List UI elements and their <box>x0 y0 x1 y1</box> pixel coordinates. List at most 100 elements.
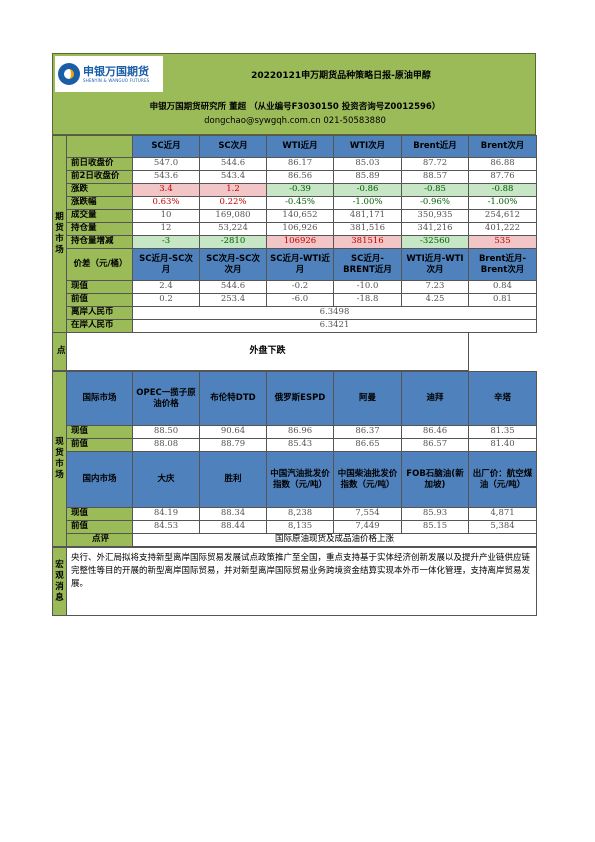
cell: 85.43 <box>266 438 334 452</box>
row-label: 涨跌 <box>66 183 133 197</box>
table-row: 在岸人民币 6.3421 <box>53 319 537 333</box>
cell: -1.00% <box>333 196 402 210</box>
col-header: OPEC一揽子原油价格 <box>132 371 200 426</box>
cell: 254,612 <box>468 209 537 223</box>
cell: 12 <box>132 222 200 236</box>
row-label: 前值 <box>66 438 133 452</box>
cell: 0.81 <box>468 293 537 307</box>
cell: -0.88 <box>468 183 537 197</box>
cell: -0.39 <box>266 183 334 197</box>
table-row: 涨跌 3.4 1.2 -0.39 -0.86 -0.85 -0.88 <box>53 183 537 197</box>
cell: 88.79 <box>199 438 267 452</box>
cell: -0.85 <box>401 183 469 197</box>
cell: 3.4 <box>132 183 200 197</box>
cell: 81.40 <box>468 438 537 452</box>
spot-comment: 国际原油现货及成品油价格上涨 <box>132 533 537 547</box>
cell: 543.4 <box>199 170 267 184</box>
cell: -1.00% <box>468 196 537 210</box>
cell: -0.45% <box>266 196 334 210</box>
table-row: 涨跌幅 0.63% 0.22% -0.45% -1.00% -0.96% -1.… <box>53 196 537 210</box>
cell: 481,171 <box>333 209 402 223</box>
row-label: 现值 <box>66 425 133 439</box>
cell: 169,080 <box>199 209 267 223</box>
spread-header-row: 价差（元/桶） SC近月-SC次月 SC次月-SC次次月 SC近月-WTI近月 … <box>53 248 537 281</box>
cell: 10 <box>132 209 200 223</box>
cell: -6.0 <box>266 293 334 307</box>
cell: 86.46 <box>401 425 469 439</box>
cell: 88.34 <box>199 507 267 521</box>
fx-value: 6.3498 <box>132 306 537 320</box>
cell: 350,935 <box>401 209 469 223</box>
macro-table: 宏观消息 央行、外汇局拟将支持新型离岸国际贸易发展试点政策推广至全国，重点支持基… <box>52 547 537 616</box>
logo-cn-text: 申银万国期货 <box>83 64 149 78</box>
spread-label: 价差（元/桶） <box>66 248 133 281</box>
intl-header-row: 现货市场 国际市场 OPEC一揽子原油价格 布伦特DTD 俄罗斯ESPD 阿曼 … <box>52 371 537 547</box>
futures-table: 期货市场 SC近月 SC次月 WTI近月 WTI次月 Brent近月 Brent… <box>52 135 537 371</box>
cell: 140,652 <box>266 209 334 223</box>
table-row: 持仓量增减 -3 -2810 106926 381516 -32560 535 <box>53 235 537 249</box>
col-header: 布伦特DTD <box>199 371 267 426</box>
table-row: 前日收盘价 547.0 544.6 86.17 85.03 87.72 86.8… <box>53 157 537 171</box>
col-header: 胜利 <box>199 451 267 508</box>
cell: 253.4 <box>199 293 267 307</box>
row-label: 前值 <box>66 520 133 534</box>
col-header: WTI近月-WTI次月 <box>401 248 469 281</box>
cell: 535 <box>468 235 537 249</box>
cell: 381516 <box>333 235 402 249</box>
col-header: 俄罗斯ESPD <box>266 371 334 426</box>
row-label: 现值 <box>66 280 133 294</box>
cell: 106,926 <box>266 222 334 236</box>
cell: 544.6 <box>199 157 267 171</box>
table-row: 持仓量 12 53,224 106,926 381,516 341,216 40… <box>53 222 537 236</box>
cell: -0.86 <box>333 183 402 197</box>
row-label: 前2日收盘价 <box>66 170 133 184</box>
intl-label: 国际市场 <box>66 371 133 426</box>
col-header: 大庆 <box>132 451 200 508</box>
cell: 8,238 <box>266 507 334 521</box>
col-header: 迪拜 <box>401 371 469 426</box>
table-row: 离岸人民币 6.3498 <box>53 306 537 320</box>
cell: 86.37 <box>333 425 402 439</box>
report-title: 20220121申万期货品种策略日报-原油甲醇 <box>251 71 431 81</box>
col-header: Brent次月 <box>468 135 537 158</box>
report-header: 申银万国期货 SHENYIN & WANGUO FUTURES 20220121… <box>52 53 536 135</box>
cell: 84.53 <box>132 520 200 534</box>
cell: 88.08 <box>132 438 200 452</box>
cell: 85.15 <box>401 520 469 534</box>
cell: 88.50 <box>132 425 200 439</box>
cell: 85.89 <box>333 170 402 184</box>
row-label: 涨跌幅 <box>66 196 133 210</box>
table-row: 前值 0.2 253.4 -6.0 -18.8 4.25 0.81 <box>53 293 537 307</box>
cell: -10.0 <box>333 280 402 294</box>
cell: 381,516 <box>333 222 402 236</box>
table-row: 前值 84.53 88.44 8,135 7,449 85.15 5,384 <box>53 520 537 534</box>
col-header: SC次月-SC次次月 <box>199 248 267 281</box>
col-header: SC近月 <box>132 135 200 158</box>
row-label: 前值 <box>66 293 133 307</box>
cell: 2.4 <box>132 280 200 294</box>
col-header: 辛塔 <box>468 371 537 426</box>
cell: -18.8 <box>333 293 402 307</box>
comment-label: 点评 <box>52 332 67 371</box>
cell: 86.57 <box>401 438 469 452</box>
table-row: 现值 88.50 90.64 86.96 86.37 86.46 81.35 <box>53 425 537 439</box>
dom-label: 国内市场 <box>66 451 133 508</box>
cell: 544.6 <box>199 280 267 294</box>
row-label: 现值 <box>66 507 133 521</box>
cell: -0.2 <box>266 280 334 294</box>
cell: 7,449 <box>333 520 402 534</box>
logo-en-text: SHENYIN & WANGUO FUTURES <box>83 77 150 83</box>
macro-news-text: 央行、外汇局拟将支持新型离岸国际贸易发展试点政策推广至全国，重点支持基于实体经济… <box>66 547 537 616</box>
cell: 85.93 <box>401 507 469 521</box>
cell: 86.88 <box>468 157 537 171</box>
cell: 86.96 <box>266 425 334 439</box>
col-header: 阿曼 <box>333 371 402 426</box>
cell: -0.96% <box>401 196 469 210</box>
col-header: SC次月 <box>199 135 267 158</box>
futures-comment: 外盘下跌 <box>66 332 469 371</box>
futures-corner <box>66 135 133 158</box>
cell: 1.2 <box>199 183 267 197</box>
col-header: SC近月-BRENT近月 <box>333 248 402 281</box>
col-header: 中国汽油批发价指数（元/吨） <box>266 451 334 508</box>
cell: 87.72 <box>401 157 469 171</box>
